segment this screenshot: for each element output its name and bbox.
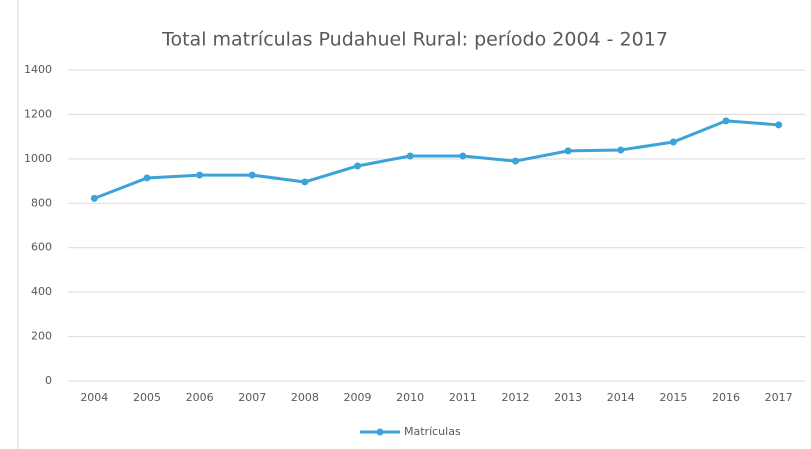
data-point [143, 174, 151, 182]
y-tick-label: 400 [31, 285, 52, 298]
chart-title: Total matrículas Pudahuel Rural: período… [161, 29, 668, 51]
x-tick-label: 2007 [238, 391, 266, 404]
x-tick-label: 2013 [554, 391, 582, 404]
y-tick-label: 0 [45, 374, 52, 387]
x-tick-label: 2012 [501, 391, 529, 404]
data-point [90, 194, 98, 202]
y-tick-label: 1000 [24, 152, 52, 165]
data-point [511, 157, 519, 165]
data-point [459, 152, 467, 160]
x-tick-label: 2008 [291, 391, 319, 404]
data-point [775, 121, 783, 129]
x-tick-label: 2017 [765, 391, 793, 404]
data-point [722, 117, 730, 125]
x-tick-label: 2005 [133, 391, 161, 404]
y-tick-label: 1200 [24, 107, 52, 120]
legend-label: Matrículas [404, 425, 461, 438]
data-point [354, 162, 362, 170]
data-point [301, 178, 309, 186]
y-tick-label: 800 [31, 196, 52, 209]
x-tick-label: 2006 [186, 391, 214, 404]
data-point [406, 152, 414, 160]
data-point [564, 147, 572, 155]
data-point [196, 171, 204, 179]
data-point [669, 138, 677, 146]
x-tick-label: 2016 [712, 391, 740, 404]
x-tick-label: 2010 [396, 391, 424, 404]
x-tick-label: 2011 [449, 391, 477, 404]
data-point [617, 146, 625, 154]
x-tick-label: 2004 [80, 391, 108, 404]
data-point [248, 171, 256, 179]
x-tick-label: 2014 [607, 391, 635, 404]
series-line [93, 119, 779, 200]
x-tick-label: 2009 [344, 391, 372, 404]
y-tick-label: 200 [31, 330, 52, 343]
y-tick-label: 1400 [24, 63, 52, 76]
y-tick-label: 600 [31, 241, 52, 254]
legend-marker [376, 428, 384, 436]
x-tick-label: 2015 [659, 391, 687, 404]
